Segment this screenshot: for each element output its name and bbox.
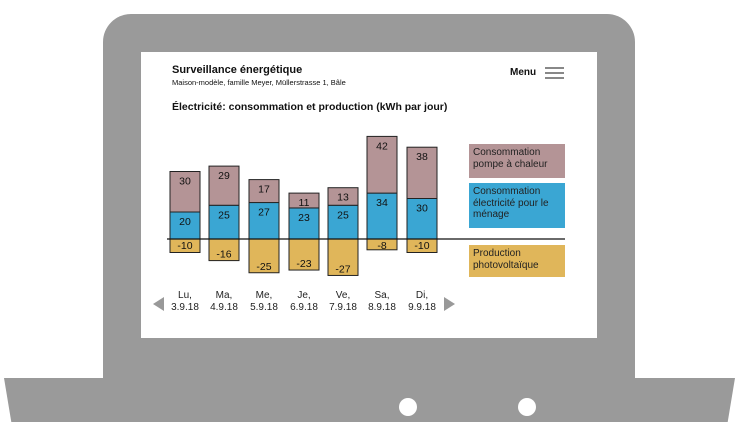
data-label-heatpump: 17 [258,184,270,196]
legend-label: Production photovoltaïque [473,248,539,271]
legend-photovoltaic: Production photovoltaïque [469,245,565,277]
data-label-photovoltaic: -16 [216,249,231,261]
day-date: 7.9.18 [329,302,357,313]
data-label-household: 20 [179,216,191,228]
day-label: Ve, 7.9.18 [322,290,364,314]
data-label-photovoltaic: -23 [296,258,311,270]
legend-household: Consommation électricité pour le ménage [469,183,565,228]
data-label-household: 27 [258,207,270,219]
bar-household [366,192,398,240]
day-label: Di, 9.9.18 [401,290,443,314]
data-label-photovoltaic: -8 [377,240,386,252]
day-label: Ma, 4.9.18 [203,290,245,314]
day-date: 5.9.18 [250,302,278,313]
data-label-household: 23 [298,212,310,224]
data-label-photovoltaic: -27 [335,263,350,275]
data-label-heatpump: 29 [218,170,230,182]
day-label: Me, 5.9.18 [243,290,285,314]
data-label-household: 30 [416,203,428,215]
bar-household [208,204,240,240]
app-subtitle: Maison-modèle, famille Meyer, Müllerstra… [172,78,346,87]
data-label-household: 34 [376,197,388,209]
bar-heatpump [169,171,201,213]
bar-heatpump [327,187,359,206]
laptop-indicator-dot [399,398,417,416]
legend-label: Consommation pompe à chaleur [473,147,548,170]
day-name: Je, [297,290,311,301]
data-label-household: 25 [218,209,230,221]
day-label: Je, 6.9.18 [283,290,325,314]
data-label-photovoltaic: -10 [177,240,192,252]
day-date: 8.9.18 [368,302,396,313]
day-name: Ve, [335,290,351,301]
day-date: 9.9.18 [408,302,436,313]
day-label: Lu, 3.9.18 [164,290,206,314]
chart-title: Électricité: consommation et production … [172,101,448,113]
data-label-heatpump: 42 [376,140,388,152]
data-label-photovoltaic: -10 [414,240,429,252]
legend-heatpump: Consommation pompe à chaleur [469,144,565,178]
menu-button-label[interactable]: Menu [510,67,537,78]
data-label-heatpump: 38 [416,151,428,163]
day-name: Lu, [178,290,192,301]
day-name: Di, [415,290,429,301]
bar-photovoltaic [288,238,320,271]
bar-photovoltaic [327,238,359,276]
legend-label: Consommation électricité pour le ménage [473,186,549,220]
day-date: 4.9.18 [210,302,238,313]
bar-heatpump [248,179,280,204]
data-label-heatpump: 30 [179,176,191,188]
day-label: Sa, 8.9.18 [361,290,403,314]
app-title: Surveillance énergétique [172,64,303,76]
day-name: Me, [255,290,273,301]
data-label-household: 25 [337,209,349,221]
data-label-heatpump: 13 [337,192,349,204]
day-name: Sa, [374,290,390,301]
bar-heatpump [208,165,240,206]
previous-week-arrow-icon[interactable] [153,297,164,311]
bar-heatpump [288,192,320,209]
next-week-arrow-icon[interactable] [444,297,455,311]
hamburger-menu-icon[interactable] [545,66,564,80]
data-label-heatpump: 11 [299,197,310,209]
bar-heatpump [366,135,398,194]
day-date: 3.9.18 [171,302,199,313]
data-label-photovoltaic: -25 [256,261,271,273]
day-date: 6.9.18 [290,302,318,313]
laptop-base [4,378,735,422]
bar-heatpump [406,146,438,199]
laptop-indicator-dot [518,398,536,416]
day-name: Ma, [215,290,233,301]
bar-photovoltaic [248,238,280,274]
